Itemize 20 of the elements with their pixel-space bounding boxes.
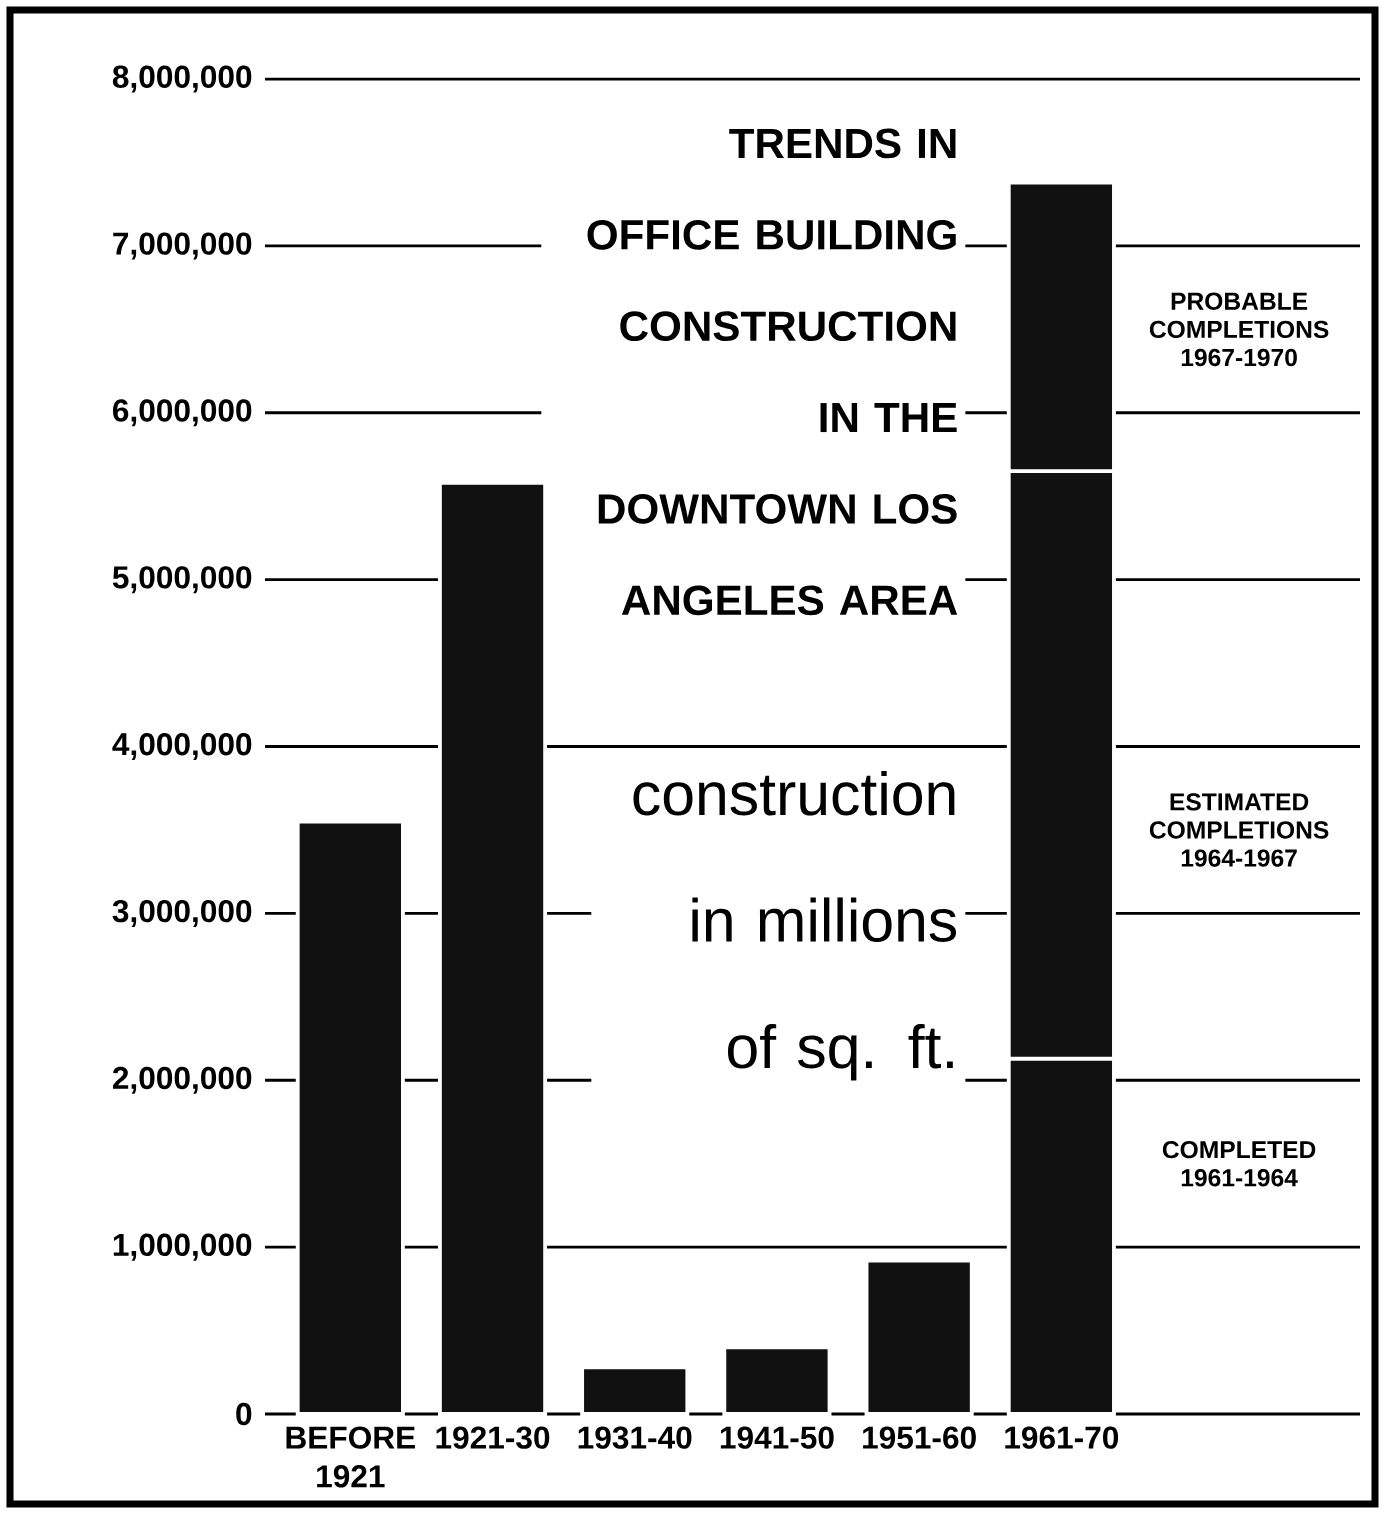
y-tick-label: 6,000,000 [113,399,252,427]
x-tick-label: BEFORE 1921 [286,1426,415,1488]
x-tick-label: 1941-50 [720,1426,834,1449]
y-tick-label: 4,000,000 [112,733,252,761]
series-label: PROBABLE COMPLETIONS 1967-1970 [1149,292,1329,367]
x-tick-label: 1961-70 [1005,1426,1119,1449]
chart-title: TRENDS IN OFFICE BUILDING CONSTRUCTION IN THE DOWNTOWN LOS ANGELES AREA [587,128,958,616]
y-tick-label: 8,000,000 [112,65,252,93]
y-tick-label: 3,000,000 [112,899,252,927]
text: construction in millions of sq. ft. [633,770,957,1081]
series-label: ESTIMATED COMPLETIONS 1964-1967 [1149,793,1329,867]
y-tick-label: 0 [236,1402,252,1426]
y-tick-label: 7,000,000 [113,232,252,260]
x-tick-label: 1951-60 [863,1426,976,1449]
x-tick-label: 1921-30 [436,1426,550,1449]
y-tick-label: 5,000,000 [112,566,252,594]
x-tick-label: 1931-40 [578,1426,692,1449]
series-label: COMPLETED 1961-1964 [1162,1140,1316,1187]
y-tick-label: 1,000,000 [113,1233,252,1261]
y-tick-label: 2,000,000 [112,1066,252,1094]
